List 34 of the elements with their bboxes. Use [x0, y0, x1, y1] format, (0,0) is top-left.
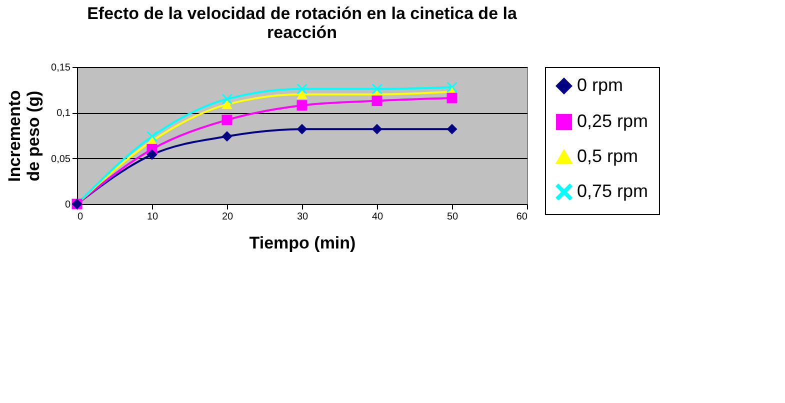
- point: [372, 96, 382, 106]
- y-tick-label: 0,1: [56, 108, 71, 120]
- point: [296, 100, 308, 111]
- point: [372, 124, 382, 134]
- point: [446, 92, 458, 104]
- legend-label: 0,75 rpm: [577, 181, 648, 201]
- x-tick-label: 50: [446, 212, 458, 222]
- x-tick-label: 40: [372, 212, 384, 222]
- point: [372, 84, 382, 94]
- point: [222, 114, 232, 126]
- y-tick-label: 0,15: [51, 62, 71, 74]
- x-tick-label: 10: [146, 212, 158, 222]
- x-tick-label: 30: [296, 212, 308, 222]
- point: [146, 149, 158, 160]
- x-axis-title: Tiempo (min): [249, 234, 356, 252]
- point: [446, 124, 458, 134]
- y-tick-label: 0: [64, 200, 71, 210]
- y-tick-label: 0,05: [51, 154, 71, 165]
- legend-label: 0 rpm: [577, 75, 624, 95]
- legend-label: 0,5 rpm: [577, 146, 638, 166]
- point: [222, 94, 232, 104]
- y-axis-title: Incremento de peso (g): [5, 90, 44, 182]
- point: [296, 124, 308, 134]
- point: [296, 84, 308, 94]
- legend-label: 0,25 rpm: [577, 111, 648, 131]
- point: [222, 100, 232, 109]
- x-tick-label: 0: [78, 212, 84, 222]
- point: [296, 90, 308, 99]
- chart-title: Efecto de la velocidad de rotación en la cinetica de la reacción: [87, 4, 518, 42]
- x-tick-label: 60: [516, 212, 528, 222]
- point: [146, 131, 158, 142]
- x-tick-label: 20: [222, 212, 234, 222]
- point: [446, 82, 458, 92]
- point: [222, 131, 232, 142]
